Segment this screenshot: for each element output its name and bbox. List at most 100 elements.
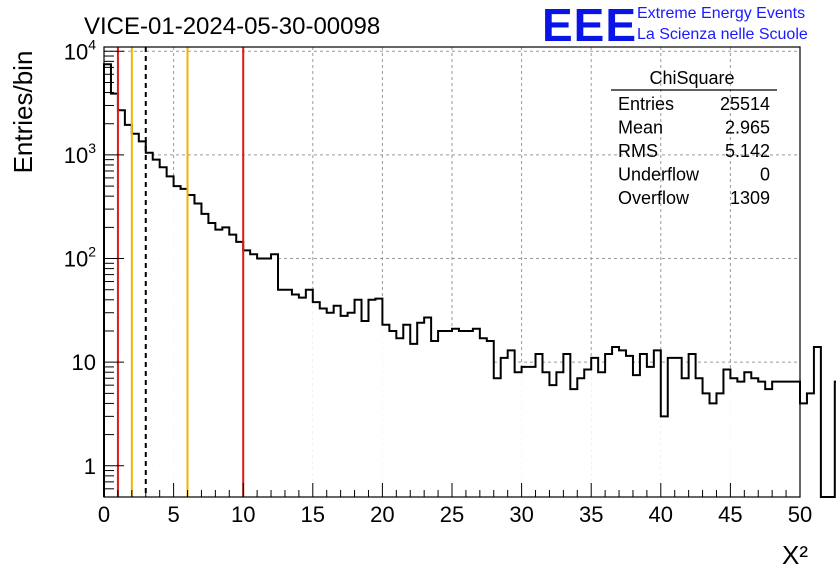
histogram-bar xyxy=(758,381,766,497)
histogram-bar xyxy=(765,389,773,497)
histogram-bar xyxy=(465,330,473,497)
histogram-bar xyxy=(793,381,800,497)
stats-label: Underflow xyxy=(618,165,700,185)
histogram-bar xyxy=(584,369,592,497)
histogram-bar xyxy=(424,317,432,497)
histogram-bar xyxy=(187,195,195,498)
histogram-bar xyxy=(472,328,480,497)
histogram-bar xyxy=(744,372,752,497)
histogram-bar xyxy=(681,378,689,497)
histogram-bar xyxy=(117,110,125,498)
stats-label: RMS xyxy=(618,141,658,161)
histogram-bar xyxy=(806,393,814,497)
histogram-bar xyxy=(438,330,446,497)
stats-value: 0 xyxy=(760,165,770,185)
stats-title: ChiSquare xyxy=(649,68,734,88)
histogram-bar xyxy=(354,299,362,497)
y-tick-labels: 1 10 102 103 104 xyxy=(64,36,96,479)
histogram-bar xyxy=(667,357,675,497)
histogram-bar xyxy=(800,403,807,497)
x-tick-label: 10 xyxy=(231,502,255,527)
histogram-bar xyxy=(542,372,550,497)
histogram-bar xyxy=(257,258,265,497)
histogram-bar xyxy=(145,152,153,497)
stats-label: Mean xyxy=(618,118,663,138)
histogram-bar xyxy=(591,357,599,497)
histogram-bar xyxy=(660,416,668,497)
x-tick-labels: 0 5 10 15 20 25 30 35 40 45 50 xyxy=(98,502,812,527)
x-tick-label: 5 xyxy=(167,502,179,527)
histogram-outline xyxy=(103,63,836,498)
histogram-bar xyxy=(521,366,529,497)
histogram-bar xyxy=(598,372,606,497)
histogram-bar xyxy=(556,372,564,497)
x-tick-label: 15 xyxy=(301,502,325,527)
histogram-bar xyxy=(305,289,313,497)
histogram-bar xyxy=(417,322,425,497)
stats-value: 5.142 xyxy=(725,141,770,161)
histogram-bar xyxy=(319,308,327,497)
chart-title: VICE-01-2024-05-30-00098 xyxy=(84,13,380,40)
histogram-bar xyxy=(264,258,272,497)
histogram-bar xyxy=(340,315,348,497)
histogram-bar xyxy=(284,289,292,497)
histogram-bar xyxy=(549,385,557,497)
histogram-bar xyxy=(612,347,620,497)
histogram-bar xyxy=(201,213,209,498)
y-tick-label: 102 xyxy=(64,244,96,272)
histogram-bar xyxy=(382,324,390,497)
histogram-bar xyxy=(131,133,139,497)
histogram-bar xyxy=(493,378,501,497)
histogram-bar xyxy=(458,330,466,497)
histogram-bar xyxy=(389,330,397,497)
histogram-bar xyxy=(180,188,188,497)
histogram-bar xyxy=(173,186,181,497)
x-tick-label: 40 xyxy=(649,502,673,527)
histogram-bar xyxy=(431,341,439,497)
histogram-bar xyxy=(291,294,299,497)
histogram-bar xyxy=(639,353,647,497)
stats-value: 2.965 xyxy=(725,118,770,138)
histogram-bar xyxy=(166,176,174,497)
histogram-bar xyxy=(326,312,334,497)
histogram-bar xyxy=(646,366,654,497)
histogram-bar xyxy=(243,250,251,497)
histogram-bars xyxy=(104,64,836,498)
histogram-bar xyxy=(751,378,759,497)
histogram-bar xyxy=(702,393,710,497)
histogram-bar xyxy=(278,289,285,497)
histogram-bar xyxy=(688,353,696,497)
histogram-bar xyxy=(215,229,223,497)
histogram-bar xyxy=(786,381,794,497)
stats-box: ChiSquare Entries 25514 Mean 2.965 RMS 5.142 U… xyxy=(611,68,777,208)
x-axis-title: X² xyxy=(782,540,808,570)
histogram-bar xyxy=(368,299,376,497)
histogram-bar xyxy=(333,305,341,497)
logo-line-2: La Scienza nelle Scuole xyxy=(637,26,808,43)
histogram-bar xyxy=(779,381,787,497)
y-tick-label: 104 xyxy=(64,36,96,64)
histogram-bar xyxy=(159,167,167,497)
x-tick-label: 50 xyxy=(788,502,812,527)
histogram-bar xyxy=(709,403,717,497)
stats-value: 1309 xyxy=(730,188,770,208)
x-tick-label: 0 xyxy=(98,502,110,527)
histogram-bar xyxy=(605,353,613,497)
histogram-bar xyxy=(452,328,459,497)
histogram-bar xyxy=(577,378,585,497)
x-tick-label: 20 xyxy=(370,502,394,527)
histogram-bar xyxy=(138,141,146,497)
histogram-bar xyxy=(479,338,487,497)
histogram-bar xyxy=(236,241,244,497)
x-tick-label: 25 xyxy=(440,502,464,527)
histogram-bar xyxy=(347,312,355,497)
histogram-bar xyxy=(737,381,745,497)
y-tick-label: 10 xyxy=(72,350,96,375)
histogram-bar xyxy=(500,357,508,497)
histogram-bar xyxy=(396,338,404,497)
histogram-bar xyxy=(298,297,306,497)
histogram-bar xyxy=(695,378,703,497)
histogram-bar xyxy=(312,302,320,497)
y-tick-label: 103 xyxy=(64,140,96,168)
